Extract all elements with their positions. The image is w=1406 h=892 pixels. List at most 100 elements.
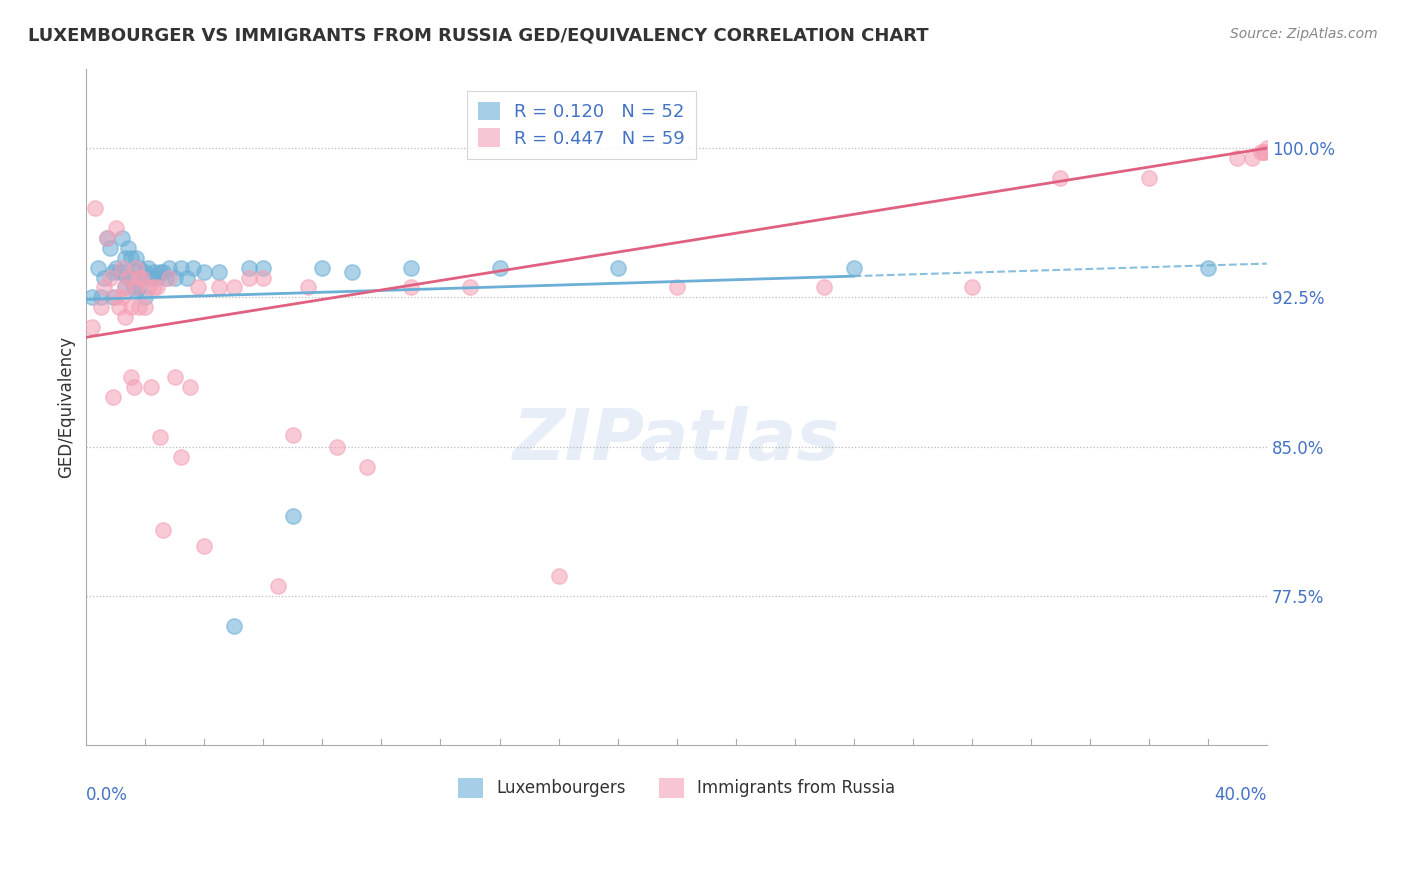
Point xyxy=(179,380,201,394)
Point xyxy=(84,201,107,215)
Point xyxy=(252,260,274,275)
Point xyxy=(134,290,156,304)
Point xyxy=(208,280,231,294)
Legend: Luxembourgers, Immigrants from Russia: Luxembourgers, Immigrants from Russia xyxy=(451,771,903,805)
Text: Source: ZipAtlas.com: Source: ZipAtlas.com xyxy=(1230,27,1378,41)
Point xyxy=(193,539,215,553)
Point xyxy=(101,264,124,278)
Point xyxy=(141,380,163,394)
Point xyxy=(813,280,835,294)
Point xyxy=(252,270,274,285)
Point xyxy=(1226,151,1249,165)
Point xyxy=(111,260,134,275)
Point xyxy=(114,251,136,265)
Point xyxy=(128,301,150,315)
Point xyxy=(104,290,127,304)
Point xyxy=(117,270,139,285)
Point xyxy=(111,264,134,278)
Point xyxy=(122,264,145,278)
Point xyxy=(267,579,290,593)
Point xyxy=(104,260,127,275)
Point xyxy=(1253,145,1275,160)
Point xyxy=(143,280,166,294)
Point xyxy=(181,260,204,275)
Point xyxy=(120,301,142,315)
Point xyxy=(222,280,245,294)
Point xyxy=(170,260,193,275)
Point xyxy=(120,270,142,285)
Point xyxy=(128,280,150,294)
Point xyxy=(120,251,142,265)
Point xyxy=(136,260,159,275)
Point xyxy=(122,380,145,394)
Point xyxy=(128,260,150,275)
Point xyxy=(157,260,180,275)
Point xyxy=(131,270,153,285)
Point xyxy=(125,280,148,294)
Point xyxy=(157,270,180,285)
Point xyxy=(98,270,121,285)
Point xyxy=(125,285,148,299)
Point xyxy=(399,260,422,275)
Point xyxy=(136,280,159,294)
Point xyxy=(96,230,118,244)
Point xyxy=(187,280,209,294)
Point xyxy=(1256,141,1278,155)
Point xyxy=(458,280,481,294)
Point xyxy=(90,290,112,304)
Point xyxy=(146,280,169,294)
Text: 40.0%: 40.0% xyxy=(1215,786,1267,804)
Point xyxy=(488,260,510,275)
Point xyxy=(326,440,349,454)
Point xyxy=(107,264,129,278)
Point xyxy=(281,427,304,442)
Point xyxy=(842,260,865,275)
Point xyxy=(114,280,136,294)
Point xyxy=(149,264,172,278)
Point xyxy=(125,251,148,265)
Point xyxy=(1250,145,1272,160)
Point xyxy=(117,270,139,285)
Point xyxy=(96,230,118,244)
Point xyxy=(149,430,172,444)
Text: ZIPatlas: ZIPatlas xyxy=(513,406,841,475)
Point xyxy=(238,260,260,275)
Point xyxy=(82,290,104,304)
Point xyxy=(125,260,148,275)
Point xyxy=(82,320,104,334)
Point xyxy=(131,270,153,285)
Text: 0.0%: 0.0% xyxy=(86,786,128,804)
Text: LUXEMBOURGER VS IMMIGRANTS FROM RUSSIA GED/EQUIVALENCY CORRELATION CHART: LUXEMBOURGER VS IMMIGRANTS FROM RUSSIA G… xyxy=(28,27,929,45)
Point xyxy=(128,270,150,285)
Point xyxy=(114,280,136,294)
Point xyxy=(547,569,569,583)
Point xyxy=(93,280,115,294)
Point xyxy=(311,260,333,275)
Point xyxy=(143,264,166,278)
Point xyxy=(98,241,121,255)
Point xyxy=(176,270,198,285)
Point xyxy=(122,280,145,294)
Y-axis label: GED/Equivalency: GED/Equivalency xyxy=(58,336,75,478)
Point xyxy=(152,524,174,538)
Point xyxy=(120,370,142,384)
Point xyxy=(1197,260,1219,275)
Point xyxy=(117,241,139,255)
Point xyxy=(141,270,163,285)
Point xyxy=(101,290,124,304)
Point xyxy=(222,619,245,633)
Point xyxy=(90,301,112,315)
Point xyxy=(665,280,688,294)
Point xyxy=(356,459,378,474)
Point xyxy=(170,450,193,464)
Point xyxy=(87,260,110,275)
Point xyxy=(1049,171,1071,186)
Point xyxy=(101,390,124,404)
Point xyxy=(104,220,127,235)
Point xyxy=(606,260,628,275)
Point xyxy=(155,270,177,285)
Point xyxy=(134,264,156,278)
Point xyxy=(193,264,215,278)
Point xyxy=(134,301,156,315)
Point xyxy=(152,264,174,278)
